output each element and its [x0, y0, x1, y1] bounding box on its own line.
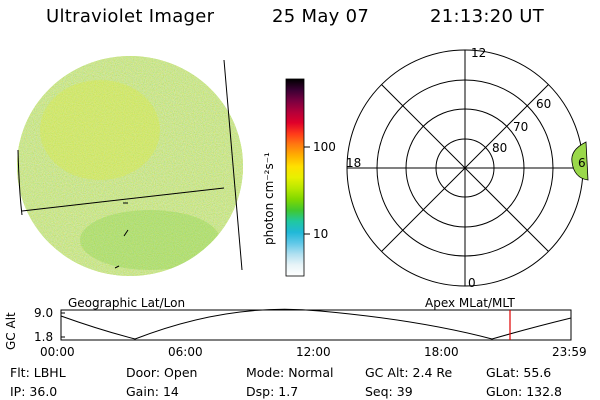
lat-label-60: 60 — [536, 97, 552, 111]
colorbar-tick-100: 100 — [313, 140, 336, 154]
polar-plot — [346, 49, 589, 287]
timeline-ytick-high: 9.0 — [34, 306, 54, 320]
status-ip: IP: 36.0 — [10, 384, 58, 399]
status-door: Door: Open — [126, 365, 198, 380]
time-label: 21:13:20 UT — [430, 6, 545, 27]
status-mode: Mode: Normal — [246, 365, 334, 380]
geo-latitude-line — [21, 187, 225, 212]
lat-label-70: 70 — [513, 120, 529, 134]
colorbar-unit-label: photon cm⁻²s⁻¹ — [262, 152, 276, 245]
mlt-label-bottom: 0 — [468, 276, 476, 290]
uv-globe-image — [17, 56, 243, 276]
timeline-left-caption: Geographic Lat/Lon — [68, 296, 186, 310]
timeline-ytick-low: 1.8 — [34, 330, 54, 344]
timeline-time-1: 06:00 — [168, 345, 203, 359]
colorbar-tick-10: 10 — [313, 227, 329, 241]
status-gc-alt: GC Alt: 2.4 Re — [365, 365, 453, 380]
timeline-right-caption: Apex MLat/MLT — [425, 296, 515, 310]
geo-meridian-left — [17, 149, 23, 216]
lat-label-80: 80 — [492, 141, 508, 155]
date-label: 25 May 07 — [272, 6, 370, 27]
mlt-label-left: 18 — [346, 156, 362, 170]
status-flt: Flt: LBHL — [10, 365, 66, 380]
status-glon: GLon: 132.8 — [486, 384, 562, 399]
timeline-time-2: 12:00 — [296, 345, 331, 359]
timeline-time-3: 18:00 — [424, 345, 459, 359]
altitude-curve — [60, 308, 572, 340]
geo-meridian-right — [223, 59, 243, 271]
timeline-time-0: 00:00 — [40, 345, 75, 359]
mlt-label-top: 12 — [471, 46, 487, 60]
instrument-title: Ultraviolet Imager — [46, 6, 215, 27]
mlt-label-right: 6 — [578, 156, 586, 170]
status-seq: Seq: 39 — [365, 384, 413, 399]
polar-aurora-patch — [571, 141, 589, 181]
timeline-time-4: 23:59 — [552, 345, 587, 359]
status-dsp: Dsp: 1.7 — [246, 384, 299, 399]
altitude-timeline — [60, 308, 572, 341]
timeline-y-label: GC Alt — [4, 312, 18, 350]
status-gain: Gain: 14 — [126, 384, 179, 399]
status-glat: GLat: 55.6 — [486, 365, 552, 380]
colorbar — [285, 78, 310, 277]
